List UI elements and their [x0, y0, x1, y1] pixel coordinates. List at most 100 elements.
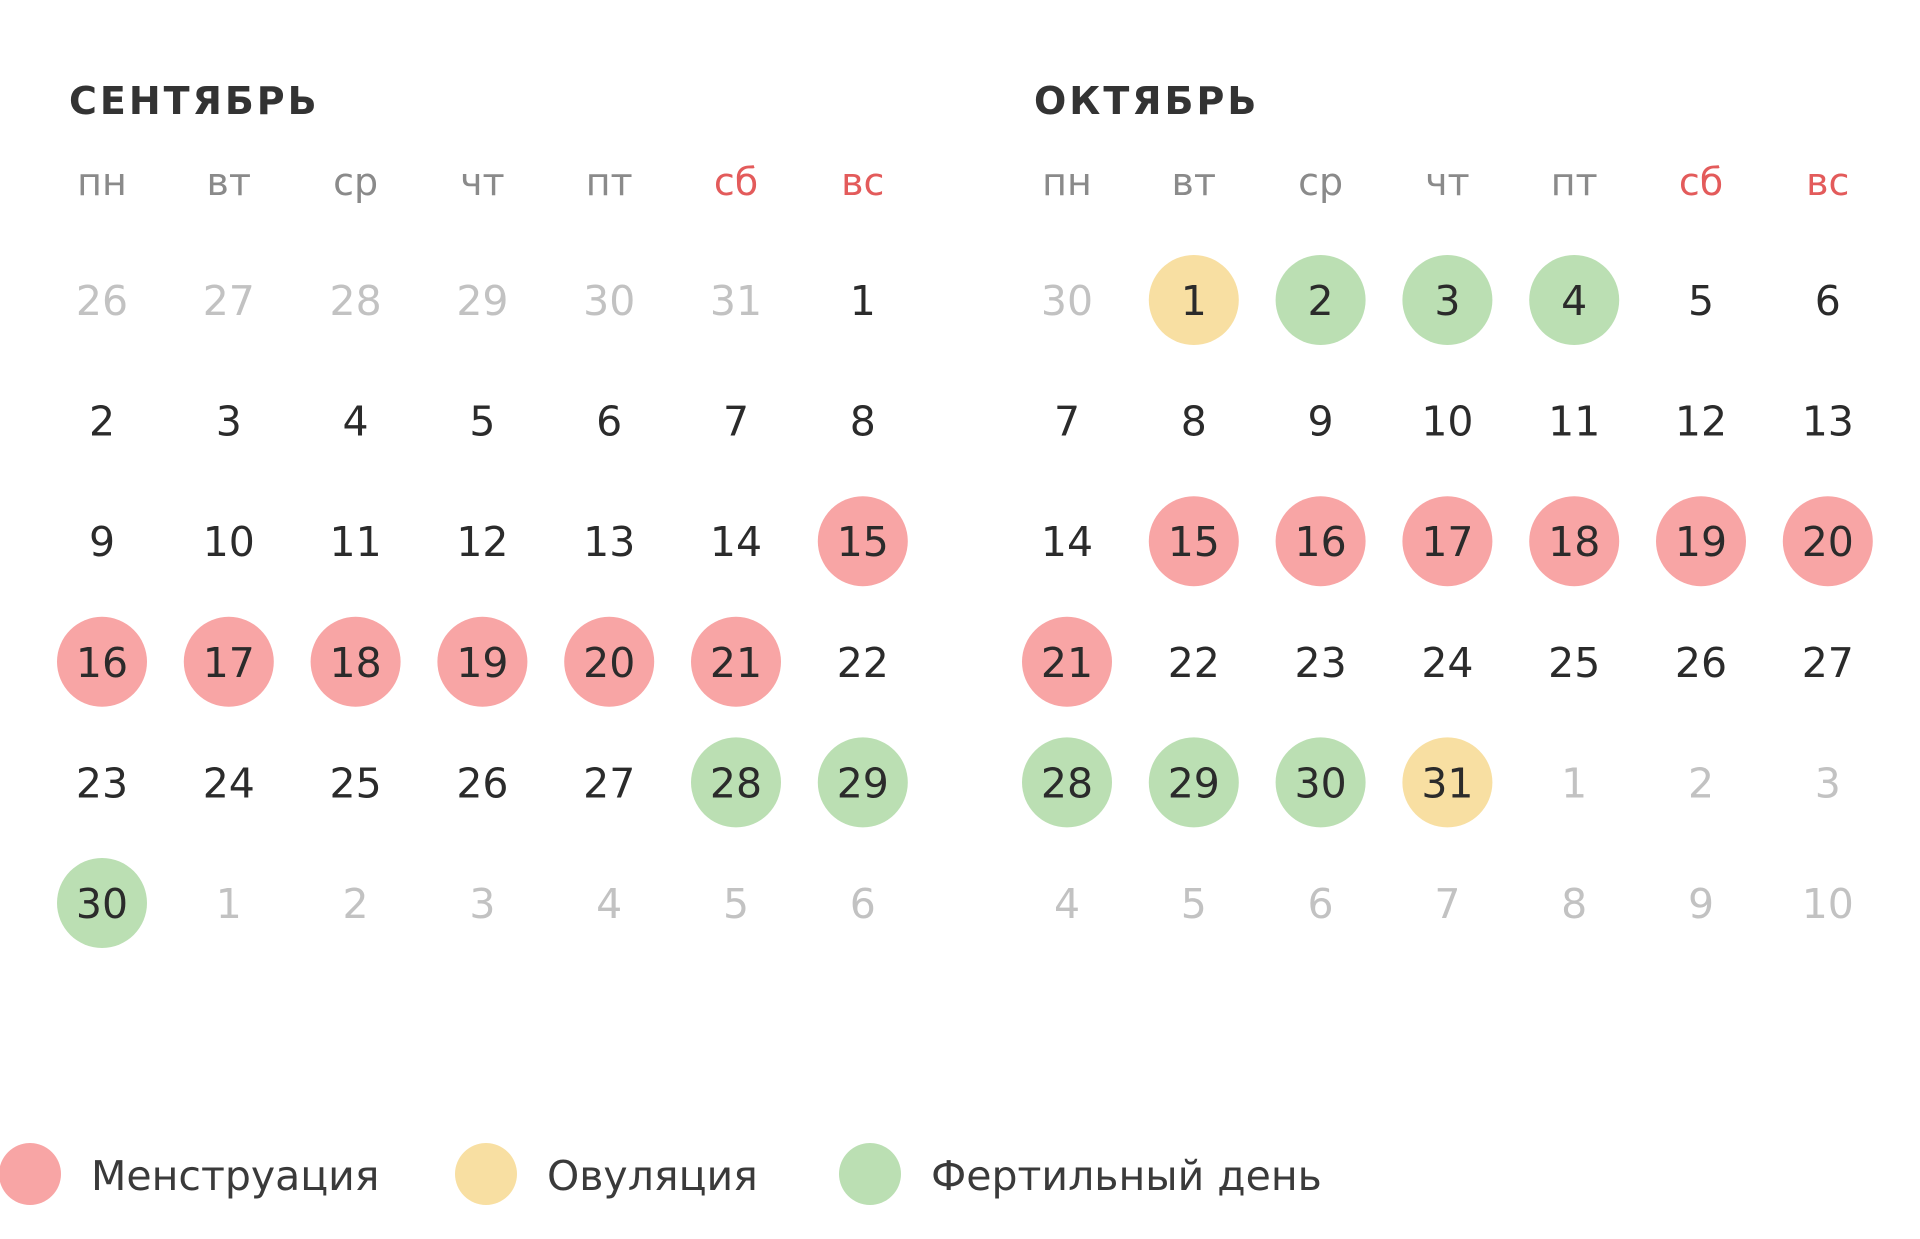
day: 31 [710, 277, 762, 325]
day-highlight [1656, 496, 1746, 587]
day: 2 [89, 398, 115, 446]
day: 4 [343, 398, 369, 446]
day: 8 [1561, 880, 1587, 928]
weekday: пн [77, 160, 127, 204]
day: 23 [76, 759, 128, 807]
day-highlight [1402, 255, 1493, 345]
weekday: вт [207, 160, 252, 204]
day: 1 [1561, 759, 1587, 807]
day: 10 [203, 518, 255, 566]
day: 29 [1168, 759, 1220, 807]
day: 19 [1675, 518, 1727, 566]
day: 17 [203, 639, 255, 687]
day: 9 [1308, 398, 1334, 446]
day: 18 [330, 639, 382, 687]
legend-swatch [839, 1143, 901, 1205]
weekday: сб [1679, 160, 1723, 204]
day: 26 [1675, 639, 1727, 687]
day: 15 [837, 518, 889, 566]
day: 29 [837, 759, 889, 807]
legend-label: Фертильный день [931, 1152, 1322, 1200]
day: 21 [1041, 639, 1093, 687]
legend-label: Овуляция [547, 1152, 758, 1200]
day: 25 [1548, 639, 1600, 687]
day: 5 [1181, 880, 1207, 928]
day-highlight [1022, 737, 1112, 828]
day: 27 [583, 759, 635, 807]
day: 5 [1688, 277, 1714, 325]
day-highlight [691, 616, 781, 707]
day: 19 [456, 639, 508, 687]
day: 1 [1181, 277, 1207, 325]
day: 20 [583, 639, 635, 687]
day: 25 [330, 759, 382, 807]
day-highlight [1529, 496, 1620, 587]
day: 10 [1802, 880, 1854, 928]
day: 2 [1688, 759, 1714, 807]
month-title: СЕНТЯБРЬ [69, 79, 320, 123]
day: 11 [330, 518, 382, 566]
day: 3 [1434, 277, 1460, 325]
day: 18 [1548, 518, 1600, 566]
day: 28 [1041, 759, 1093, 807]
day: 8 [850, 398, 876, 446]
day: 28 [330, 277, 382, 325]
day: 6 [596, 398, 622, 446]
day-highlight [183, 616, 274, 707]
day: 28 [710, 759, 762, 807]
day: 22 [837, 639, 889, 687]
day-highlight [1148, 255, 1239, 345]
day: 26 [76, 277, 128, 325]
day: 9 [89, 518, 115, 566]
weekday: ср [1298, 160, 1343, 204]
day: 10 [1421, 398, 1473, 446]
month-title: ОКТЯБРЬ [1034, 79, 1259, 123]
day-highlight [1402, 496, 1493, 587]
day: 6 [1815, 277, 1841, 325]
day: 30 [1295, 759, 1347, 807]
day: 1 [216, 880, 242, 928]
weekday: чт [460, 160, 505, 204]
day: 2 [343, 880, 369, 928]
day-highlight [1275, 737, 1366, 828]
day: 4 [596, 880, 622, 928]
day: 1 [850, 277, 876, 325]
weekday: вс [1806, 160, 1849, 204]
day: 29 [456, 277, 508, 325]
day: 30 [1041, 277, 1093, 325]
day: 21 [710, 639, 762, 687]
legend-label: Менструация [91, 1152, 379, 1200]
day: 13 [583, 518, 635, 566]
day: 24 [203, 759, 255, 807]
day: 27 [203, 277, 255, 325]
day: 3 [1815, 759, 1841, 807]
day: 30 [583, 277, 635, 325]
day-highlight [1148, 737, 1239, 828]
day-highlight [437, 616, 528, 707]
legend-swatch [455, 1143, 517, 1205]
day-highlight [310, 616, 401, 707]
day: 27 [1802, 639, 1854, 687]
day-highlight [57, 858, 147, 948]
day: 17 [1421, 518, 1473, 566]
day: 5 [723, 880, 749, 928]
day-highlight [691, 737, 781, 828]
day: 31 [1421, 759, 1473, 807]
day: 8 [1181, 398, 1207, 446]
day-highlight [1782, 496, 1873, 587]
day: 6 [850, 880, 876, 928]
day-highlight [1148, 496, 1239, 587]
day: 11 [1548, 398, 1600, 446]
weekday: чт [1425, 160, 1470, 204]
weekday: пт [586, 160, 633, 204]
day: 7 [1434, 880, 1460, 928]
day-highlight [1402, 737, 1493, 828]
legend-swatch [0, 1143, 61, 1205]
day: 3 [469, 880, 495, 928]
day: 14 [1041, 518, 1093, 566]
weekday: вт [1172, 160, 1217, 204]
day: 6 [1308, 880, 1334, 928]
day-highlight [1275, 255, 1366, 345]
